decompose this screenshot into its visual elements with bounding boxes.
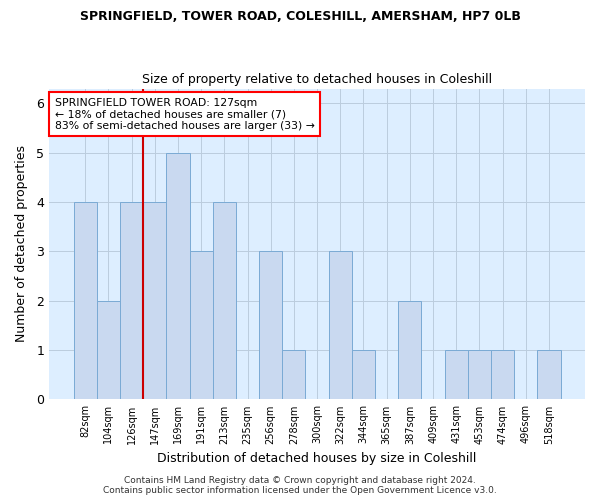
Bar xyxy=(74,202,97,400)
Y-axis label: Number of detached properties: Number of detached properties xyxy=(15,146,28,342)
Bar xyxy=(120,202,143,400)
Text: Contains HM Land Registry data © Crown copyright and database right 2024.
Contai: Contains HM Land Registry data © Crown c… xyxy=(103,476,497,495)
Bar xyxy=(445,350,468,400)
Text: SPRINGFIELD, TOWER ROAD, COLESHILL, AMERSHAM, HP7 0LB: SPRINGFIELD, TOWER ROAD, COLESHILL, AMER… xyxy=(80,10,520,23)
X-axis label: Distribution of detached houses by size in Coleshill: Distribution of detached houses by size … xyxy=(157,452,477,465)
Bar xyxy=(398,300,421,400)
Bar xyxy=(190,252,213,400)
Bar xyxy=(468,350,491,400)
Bar xyxy=(143,202,166,400)
Text: SPRINGFIELD TOWER ROAD: 127sqm
← 18% of detached houses are smaller (7)
83% of s: SPRINGFIELD TOWER ROAD: 127sqm ← 18% of … xyxy=(55,98,314,131)
Title: Size of property relative to detached houses in Coleshill: Size of property relative to detached ho… xyxy=(142,73,492,86)
Bar xyxy=(283,350,305,400)
Bar xyxy=(97,300,120,400)
Bar xyxy=(329,252,352,400)
Bar xyxy=(352,350,375,400)
Bar xyxy=(166,152,190,400)
Bar xyxy=(491,350,514,400)
Bar xyxy=(259,252,283,400)
Bar xyxy=(213,202,236,400)
Bar xyxy=(538,350,560,400)
